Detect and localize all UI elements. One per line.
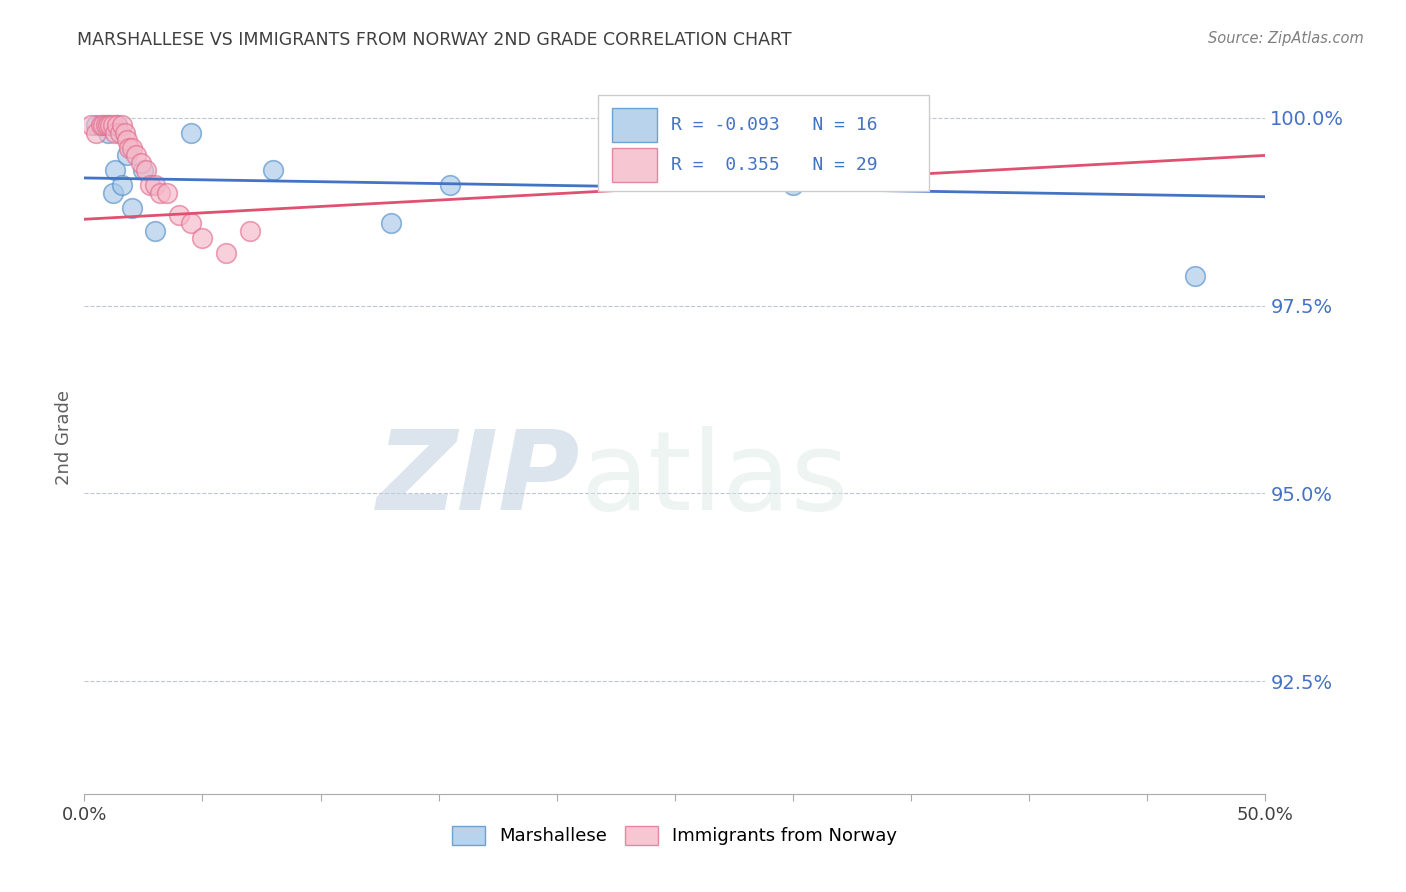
- Point: [111, 178, 134, 193]
- Point: [129, 156, 152, 170]
- Text: MARSHALLESE VS IMMIGRANTS FROM NORWAY 2ND GRADE CORRELATION CHART: MARSHALLESE VS IMMIGRANTS FROM NORWAY 2N…: [77, 31, 792, 49]
- Text: atlas: atlas: [581, 426, 849, 533]
- Point: [118, 141, 141, 155]
- Point: [125, 148, 148, 162]
- Point: [107, 119, 129, 133]
- Point: [114, 126, 136, 140]
- Point: [191, 231, 214, 245]
- Point: [115, 148, 138, 162]
- Point: [900, 119, 922, 133]
- Text: R =  0.355   N = 29: R = 0.355 N = 29: [671, 156, 877, 174]
- Point: [167, 209, 190, 223]
- Point: [1184, 268, 1206, 283]
- Point: [121, 141, 143, 155]
- Text: ZIP: ZIP: [377, 426, 581, 533]
- Point: [97, 126, 120, 140]
- Point: [439, 178, 461, 193]
- Point: [80, 119, 103, 133]
- Text: Source: ZipAtlas.com: Source: ZipAtlas.com: [1208, 31, 1364, 46]
- FancyBboxPatch shape: [598, 95, 929, 191]
- Point: [108, 126, 131, 140]
- Point: [215, 246, 238, 260]
- Point: [97, 119, 120, 133]
- Point: [104, 126, 127, 140]
- Point: [94, 119, 117, 133]
- Point: [104, 163, 127, 178]
- Point: [84, 126, 107, 140]
- Point: [143, 178, 166, 193]
- Point: [380, 216, 402, 230]
- Point: [782, 178, 804, 193]
- Point: [101, 119, 124, 133]
- Point: [239, 223, 262, 237]
- Text: R = -0.093   N = 16: R = -0.093 N = 16: [671, 116, 877, 134]
- Point: [180, 126, 202, 140]
- Point: [149, 186, 172, 200]
- Point: [139, 178, 162, 193]
- Point: [135, 163, 157, 178]
- Point: [98, 119, 121, 133]
- Point: [101, 186, 124, 200]
- Point: [143, 223, 166, 237]
- Point: [115, 133, 138, 147]
- Point: [121, 201, 143, 215]
- Point: [91, 119, 114, 133]
- Legend: Marshallese, Immigrants from Norway: Marshallese, Immigrants from Norway: [446, 819, 904, 853]
- Point: [132, 163, 155, 178]
- FancyBboxPatch shape: [612, 108, 657, 143]
- Point: [180, 216, 202, 230]
- Y-axis label: 2nd Grade: 2nd Grade: [55, 390, 73, 484]
- Point: [84, 119, 107, 133]
- Point: [156, 186, 179, 200]
- Point: [262, 163, 284, 178]
- Point: [111, 119, 134, 133]
- Point: [90, 119, 112, 133]
- FancyBboxPatch shape: [612, 148, 657, 182]
- Point: [107, 119, 129, 133]
